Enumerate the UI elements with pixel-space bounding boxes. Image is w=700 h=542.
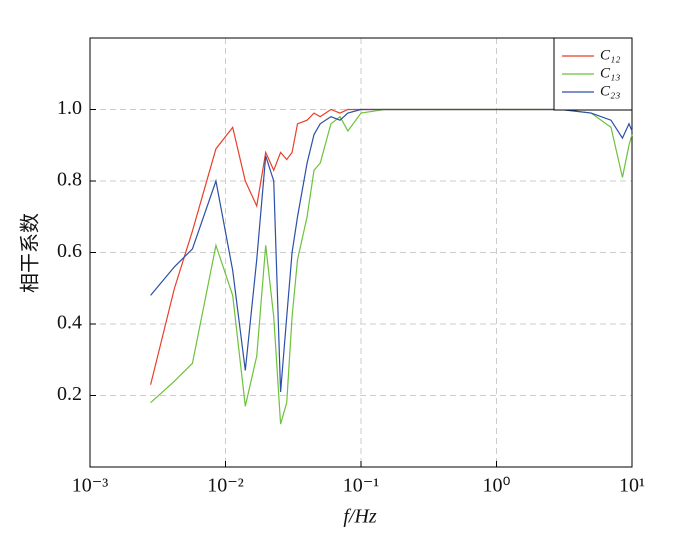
x-tick-label: 10⁻³ [72, 475, 109, 497]
legend-label: C₂₃ [600, 83, 620, 99]
x-tick-label: 10⁻² [207, 475, 244, 497]
y-axis-label: 相干系数 [19, 213, 42, 293]
y-tick-label: 1.0 [57, 97, 82, 119]
series-line [150, 108, 632, 385]
x-tick-label: 10⁻¹ [343, 475, 380, 497]
series-line [150, 108, 633, 392]
x-axis-label: f/Hz [343, 506, 377, 528]
y-tick-label: 0.4 [57, 312, 82, 334]
y-tick-label: 0.8 [57, 169, 82, 191]
y-tick-label: 0.2 [57, 383, 82, 405]
plot-frame [89, 37, 633, 468]
y-tick-label: 0.6 [57, 240, 82, 262]
series-line [150, 108, 633, 425]
x-tick-label: 10¹ [619, 475, 645, 497]
legend-label: C₁₂ [600, 47, 620, 63]
x-tick-label: 10⁰ [482, 475, 510, 497]
legend-label: C₁₃ [600, 65, 620, 81]
